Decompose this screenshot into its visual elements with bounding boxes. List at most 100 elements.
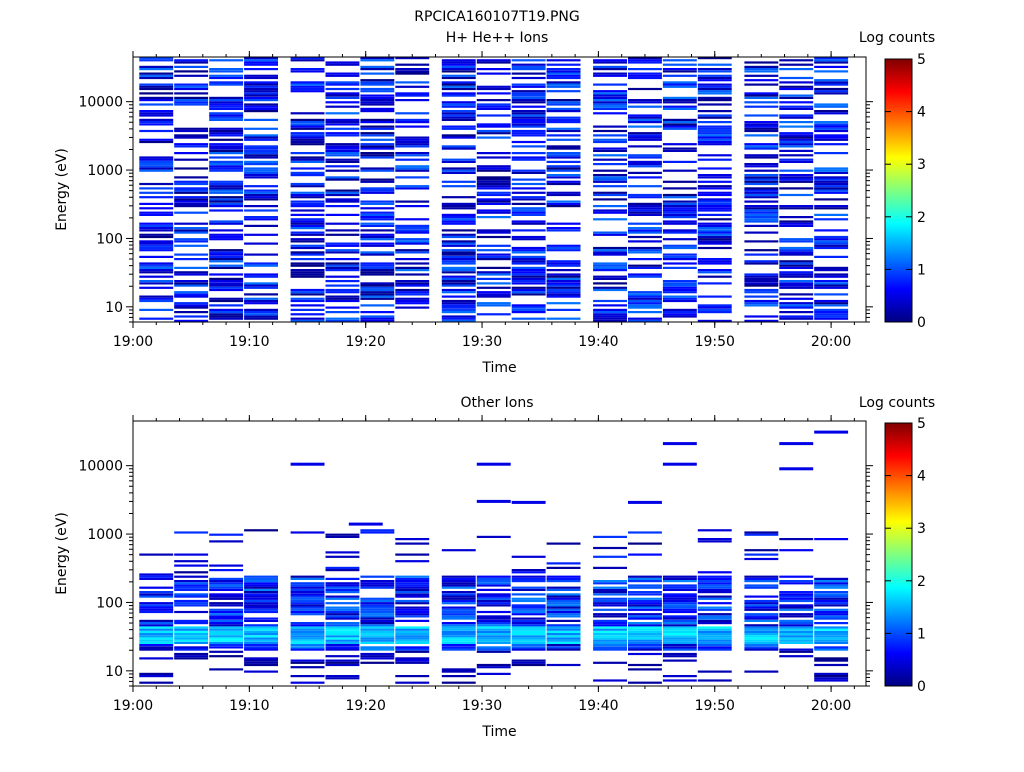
- heatmap-cell: [628, 229, 662, 232]
- heatmap-cell: [290, 196, 325, 199]
- heatmap-cell: [139, 74, 174, 77]
- heatmap-cell: [628, 196, 662, 199]
- heatmap-cell: [628, 251, 662, 254]
- heatmap-cell: [244, 619, 278, 622]
- heatmap-cell: [662, 255, 697, 258]
- heatmap-cell: [628, 171, 662, 174]
- heatmap-cell: [441, 233, 476, 236]
- heatmap-cell: [744, 260, 779, 263]
- heatmap-cell: [593, 299, 627, 303]
- heatmap-cell: [244, 253, 278, 256]
- heatmap-cell: [662, 586, 697, 589]
- heatmap-cell: [814, 213, 849, 216]
- heatmap-cell: [441, 308, 476, 311]
- heatmap-cell: [360, 213, 395, 216]
- heatmap-cell: [139, 299, 174, 303]
- x-tick-label: 20:00: [811, 698, 851, 714]
- heatmap-cell: [476, 602, 511, 605]
- heatmap-cell: [395, 610, 430, 614]
- heatmap-cell: [244, 205, 278, 208]
- heatmap-cell: [476, 295, 511, 298]
- heatmap-cell: [593, 679, 627, 682]
- heatmap-cell: [244, 580, 278, 583]
- heatmap-cell: [511, 238, 546, 241]
- heatmap-cell: [139, 575, 174, 578]
- heatmap-cell: [628, 606, 662, 609]
- heatmap-cell: [628, 59, 662, 62]
- heatmap-cell: [546, 107, 581, 110]
- heatmap-cell: [628, 105, 662, 108]
- heatmap-cell: [244, 582, 278, 585]
- heatmap-cell: [325, 258, 360, 261]
- heatmap-cell: [662, 624, 697, 627]
- heatmap-cell: [511, 599, 546, 603]
- heatmap-cell: [441, 549, 476, 552]
- heatmap-cell: [511, 191, 546, 194]
- heatmap-cell: [593, 304, 627, 307]
- heatmap-cell: [697, 529, 732, 532]
- heatmap-cell: [244, 216, 278, 219]
- heatmap-cell: [511, 178, 546, 181]
- heatmap-cell: [325, 63, 360, 66]
- heatmap-cell: [290, 132, 325, 135]
- heatmap-cell: [290, 577, 325, 580]
- heatmap-cell: [441, 668, 476, 671]
- heatmap-cell: [244, 657, 278, 660]
- heatmap-cell: [174, 202, 209, 205]
- heatmap-cell: [139, 630, 174, 633]
- heatmap-cell: [325, 96, 360, 99]
- heatmap-cell: [290, 626, 325, 629]
- heatmap-cell: [593, 191, 627, 194]
- heatmap-cell: [593, 233, 627, 236]
- heatmap-cell: [290, 222, 325, 225]
- heatmap-cell: [697, 63, 732, 66]
- heatmap-cell: [779, 575, 814, 578]
- heatmap-cell: [476, 132, 511, 135]
- heatmap-cell: [662, 200, 697, 203]
- heatmap-cell: [779, 582, 814, 585]
- heatmap-cell: [814, 105, 849, 108]
- heatmap-cell: [814, 538, 849, 541]
- heatmap-cell: [593, 282, 627, 285]
- heatmap-cell: [744, 105, 779, 108]
- heatmap-cell: [395, 619, 430, 622]
- heatmap-cell: [662, 231, 697, 234]
- heatmap-cell: [139, 286, 174, 289]
- heatmap-cell: [476, 211, 511, 214]
- heatmap-cell: [628, 235, 662, 239]
- heatmap-cell: [628, 249, 662, 252]
- heatmap-cell: [360, 57, 395, 60]
- heatmap-cell: [628, 628, 662, 631]
- heatmap-cell: [546, 577, 581, 580]
- heatmap-cell: [662, 229, 697, 232]
- heatmap-cell: [814, 205, 849, 208]
- heatmap-cell: [697, 271, 732, 274]
- heatmap-cell: [779, 260, 814, 263]
- heatmap-cell: [395, 185, 430, 188]
- heatmap-cell: [174, 244, 209, 247]
- heatmap-cell: [325, 626, 360, 629]
- heatmap-cell: [662, 675, 697, 678]
- heatmap-cell: [244, 152, 278, 155]
- heatmap-cell: [697, 227, 732, 230]
- heatmap-cell: [511, 129, 546, 133]
- heatmap-cell: [814, 617, 849, 620]
- heatmap-cell: [697, 637, 732, 640]
- heatmap-cell: [593, 635, 627, 638]
- heatmap-cell: [441, 74, 476, 77]
- heatmap-cell: [360, 575, 395, 578]
- heatmap-cell: [697, 591, 732, 594]
- heatmap-cell: [174, 564, 209, 567]
- heatmap-cell: [325, 191, 360, 194]
- heatmap-cell: [814, 593, 849, 596]
- colorbar-label: Log counts: [859, 395, 935, 411]
- heatmap-cell: [174, 266, 209, 269]
- heatmap-cell: [476, 648, 511, 651]
- heatmap-cell: [593, 580, 627, 583]
- heatmap-cell: [628, 87, 662, 91]
- heatmap-cell: [209, 160, 244, 163]
- heatmap-cell: [441, 637, 476, 640]
- heatmap-cell: [325, 123, 360, 126]
- heatmap-cell: [511, 613, 546, 616]
- heatmap-cell: [139, 114, 174, 117]
